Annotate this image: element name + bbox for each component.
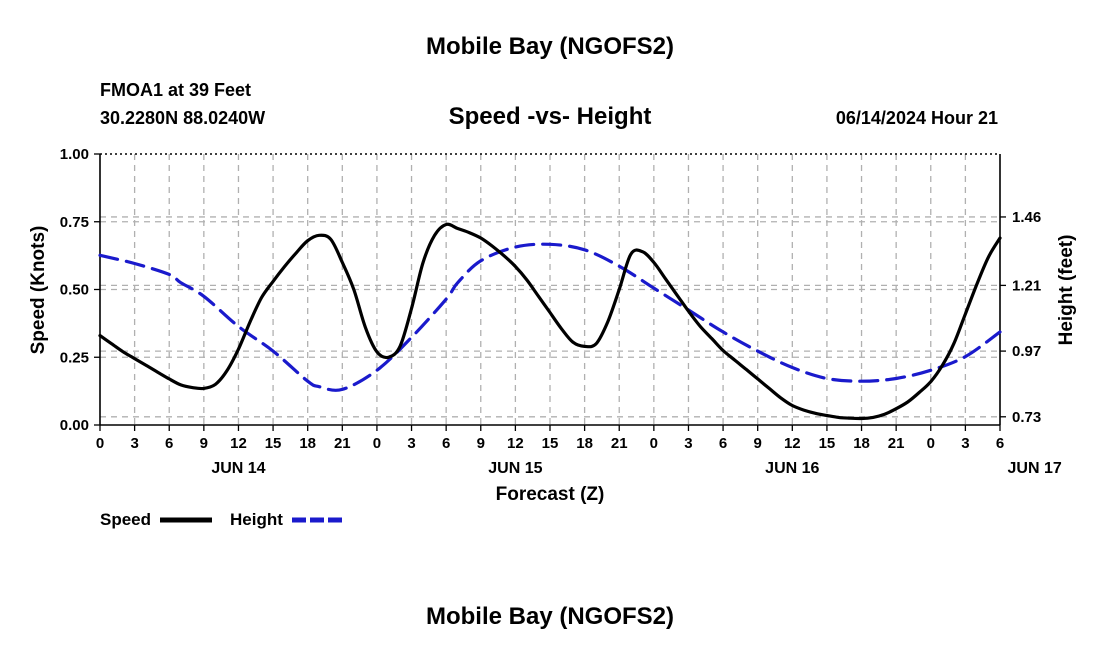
x-tick-label: 6	[996, 435, 1004, 452]
x-tick-label: 12	[784, 435, 801, 452]
height-series-line	[98, 242, 1002, 392]
x-tick-label: 3	[407, 435, 415, 452]
date-label: JUN 14	[211, 460, 265, 477]
x-tick-label: 21	[334, 435, 351, 452]
x-tick-label: 9	[200, 435, 208, 452]
y2-tick-label: 1.46	[1012, 209, 1041, 226]
date-label: JUN 16	[765, 460, 819, 477]
x-tick-label: 3	[130, 435, 138, 452]
x-tick-label: 3	[961, 435, 969, 452]
legend-height-label: Height	[230, 510, 283, 529]
footer-title: Mobile Bay (NGOFS2)	[426, 603, 674, 630]
x-tick-label: 3	[684, 435, 692, 452]
axes	[94, 153, 1006, 431]
x-tick-label: 15	[265, 435, 282, 452]
y-tick-label: 1.00	[60, 146, 89, 163]
tick-labels: 0 3 6 9 12 15 18 21 0 3 6 9 12 15 18 21 0 3 6 9 12 15 18 21 0 3 60…	[60, 146, 1062, 477]
y2-tick-label: 0.73	[1012, 409, 1041, 426]
date-label: JUN 17	[1007, 460, 1061, 477]
issued-time: 06/14/2024 Hour 21	[836, 108, 998, 128]
y-axis-label: Speed (Knots)	[28, 226, 49, 355]
y-tick-label: 0.75	[60, 214, 89, 231]
x-tick-label: 12	[507, 435, 524, 452]
y-tick-label: 0.25	[60, 349, 89, 366]
x-tick-label: 9	[477, 435, 485, 452]
y2-axis-label: Height (feet)	[1056, 235, 1077, 346]
station-coords: 30.2280N 88.0240W	[100, 108, 265, 128]
x-tick-label: 9	[754, 435, 762, 452]
x-tick-label: 6	[442, 435, 450, 452]
x-tick-label: 21	[888, 435, 905, 452]
x-tick-label: 15	[819, 435, 836, 452]
y2-tick-label: 0.97	[1012, 343, 1041, 360]
legend: Speed Height	[100, 510, 342, 529]
y2-tick-label: 1.21	[1012, 277, 1041, 294]
x-tick-label: 18	[853, 435, 870, 452]
series-lines	[98, 222, 1002, 421]
x-tick-label: 12	[230, 435, 247, 452]
legend-speed-label: Speed	[100, 510, 151, 529]
x-tick-label: 0	[373, 435, 381, 452]
x-tick-label: 6	[165, 435, 173, 452]
station-label: FMOA1 at 39 Feet	[100, 80, 251, 100]
y-tick-label: 0.50	[60, 282, 89, 299]
x-tick-label: 0	[650, 435, 658, 452]
x-tick-label: 6	[719, 435, 727, 452]
x-tick-label: 0	[96, 435, 104, 452]
chart-title: Speed -vs- Height	[449, 103, 652, 130]
x-axis-label: Forecast (Z)	[496, 484, 605, 505]
x-tick-label: 18	[576, 435, 593, 452]
date-label: JUN 15	[488, 460, 542, 477]
x-tick-label: 0	[927, 435, 935, 452]
x-tick-label: 15	[542, 435, 559, 452]
y-tick-label: 0.00	[60, 417, 89, 434]
speed-series-line	[98, 222, 1002, 421]
x-tick-label: 18	[299, 435, 316, 452]
grid	[100, 154, 1000, 425]
x-tick-label: 21	[611, 435, 628, 452]
page-title: Mobile Bay (NGOFS2)	[426, 33, 674, 60]
